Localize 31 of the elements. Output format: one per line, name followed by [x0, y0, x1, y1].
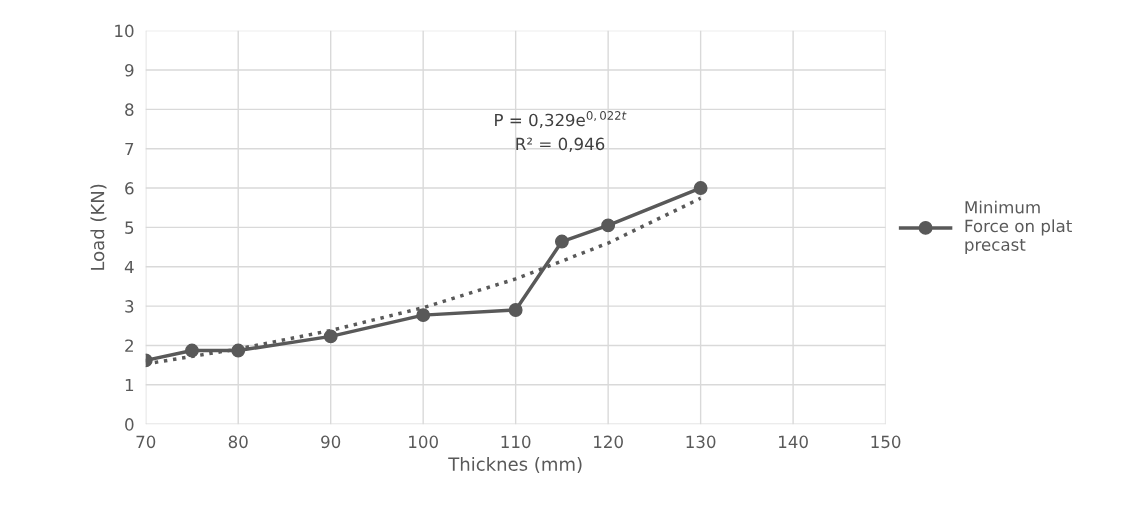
y-tick-label: 10	[115, 24, 134, 38]
y-tick-label: 2	[125, 339, 133, 352]
y-tick-label: 0	[125, 418, 134, 431]
y-tick-label: 6	[125, 182, 134, 195]
x-tick-label: 130	[686, 435, 716, 449]
point	[508, 303, 523, 317]
x-tick-label: 70	[136, 435, 156, 449]
x-tick-label: 90	[321, 435, 341, 449]
point	[416, 308, 431, 323]
x-tick-label: 150	[871, 435, 901, 449]
y-tick-label: 9	[125, 63, 134, 77]
point	[323, 329, 338, 344]
x-tick-label: 110	[501, 435, 531, 449]
y-tick-label: 3	[125, 300, 134, 313]
x-tick-label: 100	[409, 435, 438, 449]
legend-label: Minimum Force on plat precast	[965, 200, 1072, 255]
x-tick-label: 80	[228, 435, 248, 449]
point	[601, 218, 616, 233]
y-axis-title: Load (KN)	[90, 184, 107, 270]
x-tick-label: 120	[594, 435, 623, 449]
x-axis-title: Thicknes (mm)	[448, 456, 582, 474]
point	[554, 234, 569, 249]
y-tick-label: 5	[125, 221, 134, 234]
y-tick-label: 7	[125, 142, 134, 156]
text: P = 0,329e$^{0,022t}$ R² = 0,946	[495, 111, 627, 152]
y-tick-label: 1	[125, 378, 134, 392]
y-tick-label: 4	[124, 260, 134, 274]
point	[693, 181, 708, 195]
x-tick-label: 140	[779, 435, 808, 449]
y-tick-label: 8	[125, 103, 134, 116]
point	[185, 343, 199, 358]
